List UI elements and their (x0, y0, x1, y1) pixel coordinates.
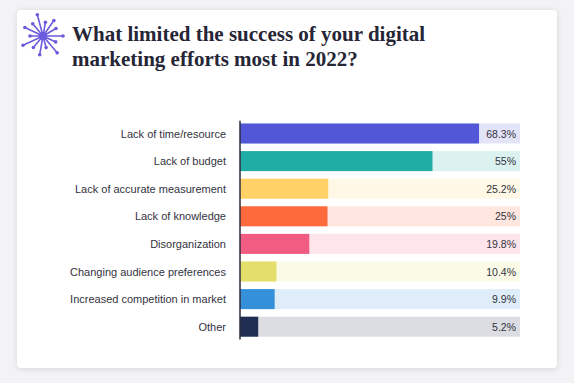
track (240, 262, 520, 282)
track (240, 317, 520, 337)
icon (21, 13, 65, 57)
data-label: 19.8% (486, 238, 516, 250)
chart: Lack of time/resource 68.3% Lack of budget… (0, 0, 574, 383)
icon-dot (52, 19, 56, 23)
category-label: Disorganization (150, 238, 226, 250)
bars (240, 124, 479, 337)
category-label: Lack of budget (154, 155, 226, 167)
data-label: 9.9% (492, 293, 516, 305)
axis-line (239, 121, 241, 340)
icon-dot (32, 46, 36, 50)
icon-dot (44, 46, 48, 50)
track (240, 289, 520, 309)
data-label: 25% (495, 210, 516, 222)
data-label: 10.4% (486, 266, 516, 278)
track (240, 206, 520, 226)
icon-dot (23, 26, 27, 30)
track (240, 234, 520, 254)
category-label: Increased competition in market (70, 293, 226, 305)
icon-dot (36, 13, 40, 17)
icon-dot (28, 34, 32, 38)
bar (240, 262, 276, 282)
icon-dot (55, 51, 59, 55)
bar (240, 289, 275, 309)
track (240, 151, 520, 171)
bar (240, 317, 258, 337)
icon-center (39, 32, 47, 40)
bar (240, 151, 433, 171)
icon-dot (61, 34, 65, 38)
icon-dot (38, 53, 42, 57)
data-label: 5.2% (492, 321, 516, 333)
title: What limited the success of your digital… (72, 22, 522, 72)
category-label: Lack of accurate measurement (75, 183, 226, 195)
bar (240, 206, 328, 226)
tracks (240, 124, 520, 337)
data-label: 25.2% (486, 183, 516, 195)
icon-dot (21, 43, 25, 47)
labels: Lack of time/resource 68.3% Lack of budget… (70, 128, 516, 333)
icon-dot (54, 27, 58, 31)
category-label: Other (198, 321, 226, 333)
data-label: 55% (495, 155, 516, 167)
data-label: 68.3% (486, 128, 516, 140)
track (240, 124, 520, 144)
category-label: Changing audience preferences (70, 266, 226, 278)
bar (240, 124, 479, 144)
bar (240, 234, 309, 254)
category-label: Lack of knowledge (135, 210, 226, 222)
bar (240, 179, 328, 199)
track (240, 179, 520, 199)
icon-dot (54, 40, 58, 44)
category-label: Lack of time/resource (121, 128, 226, 140)
icon-dot (44, 20, 48, 24)
icon-dot (31, 22, 35, 26)
